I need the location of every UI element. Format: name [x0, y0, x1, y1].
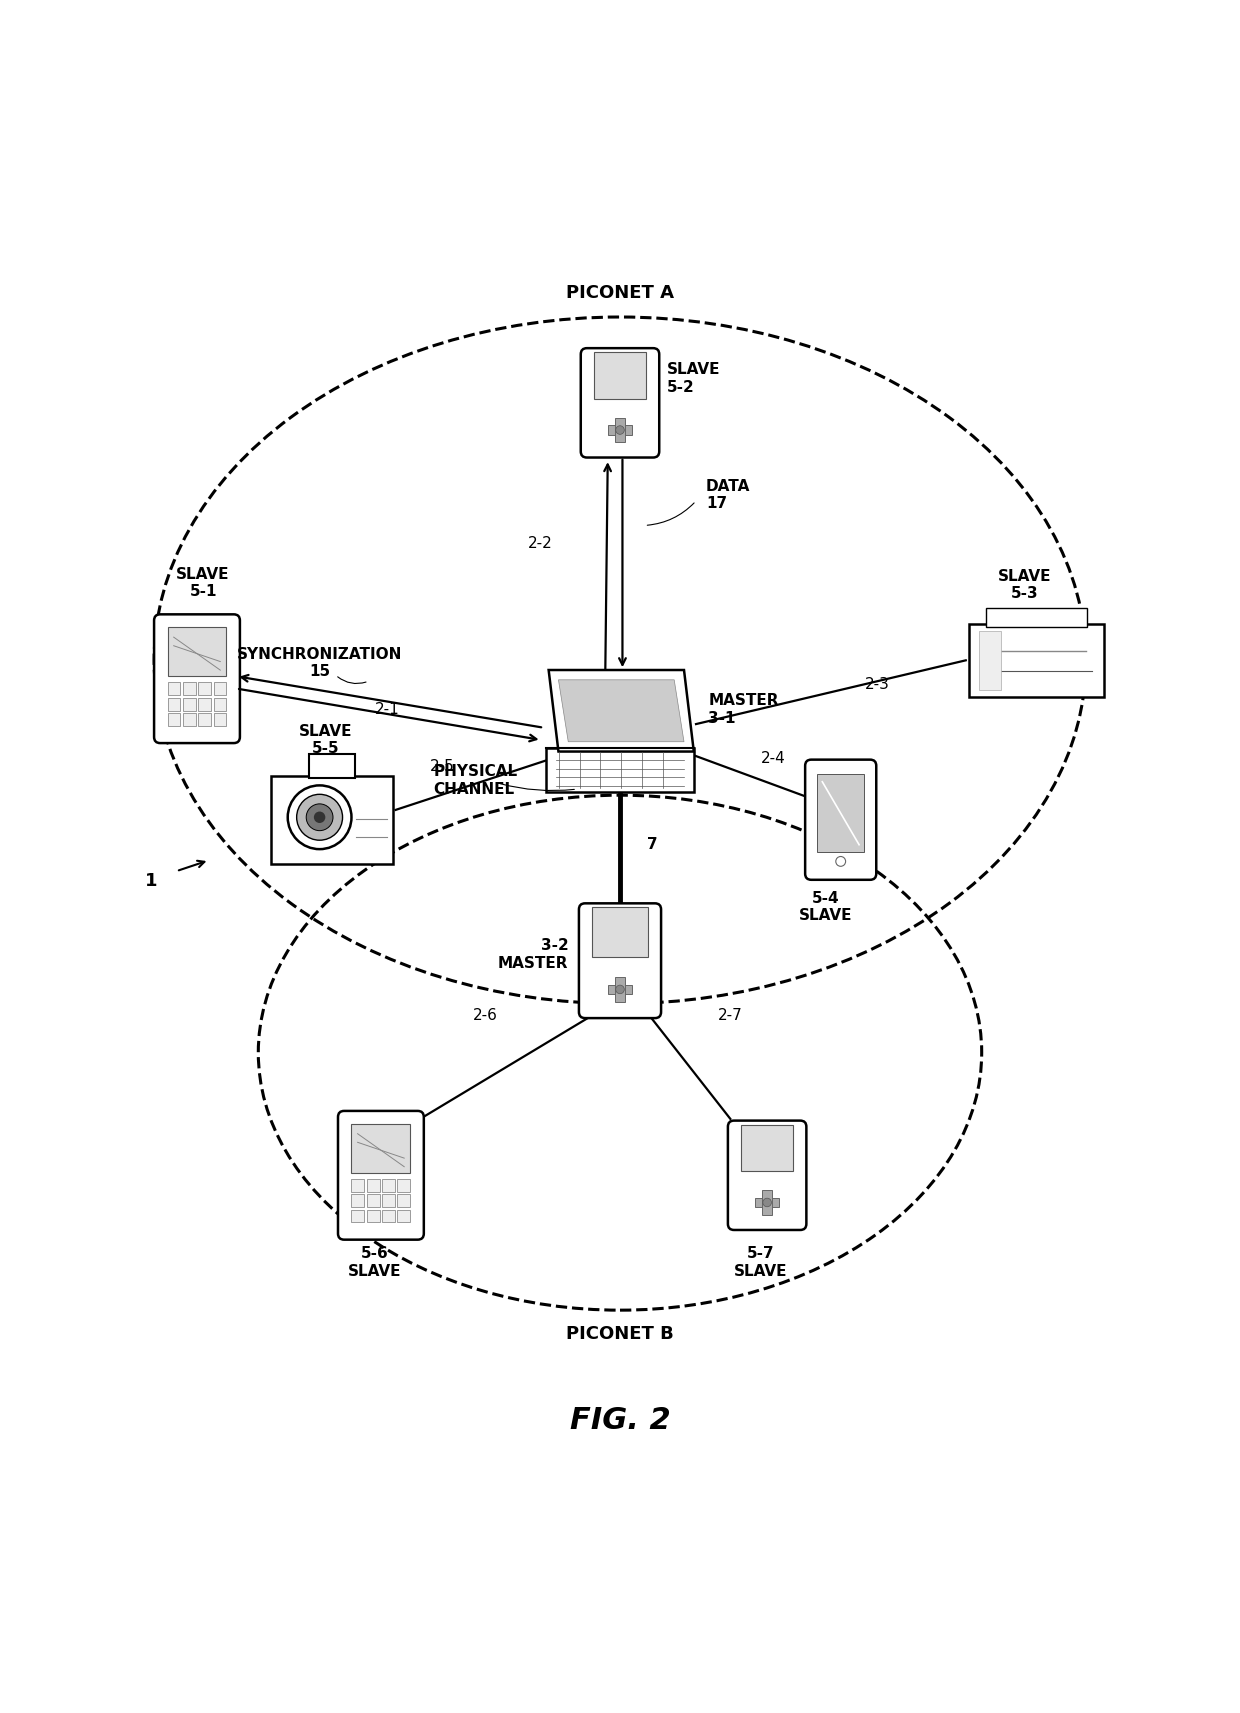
Polygon shape — [763, 1191, 773, 1215]
Text: 5-4
SLAVE: 5-4 SLAVE — [800, 891, 853, 923]
Bar — [980, 630, 1002, 690]
Circle shape — [314, 812, 325, 822]
Circle shape — [306, 803, 334, 831]
Bar — [367, 1194, 379, 1208]
Bar — [198, 713, 211, 726]
Bar — [309, 754, 355, 778]
Circle shape — [616, 427, 624, 435]
Text: SLAVE
5-5: SLAVE 5-5 — [299, 723, 352, 755]
Bar — [167, 682, 181, 695]
Bar — [398, 1194, 410, 1208]
Text: PICONET A: PICONET A — [565, 284, 675, 301]
Text: 2-3: 2-3 — [866, 677, 890, 692]
Polygon shape — [608, 425, 632, 435]
Text: 7: 7 — [647, 836, 657, 851]
Text: 2-1: 2-1 — [374, 702, 399, 716]
Bar — [593, 908, 647, 956]
Bar — [213, 713, 227, 726]
Text: SYNCHRONIZATION
15: SYNCHRONIZATION 15 — [237, 646, 402, 678]
Bar — [182, 682, 196, 695]
Bar — [351, 1124, 410, 1173]
Bar — [167, 627, 227, 677]
FancyBboxPatch shape — [805, 759, 877, 880]
Text: MASTER
3-1: MASTER 3-1 — [708, 694, 779, 726]
Bar — [167, 713, 181, 726]
Circle shape — [836, 856, 846, 867]
FancyBboxPatch shape — [580, 348, 660, 457]
Text: 1: 1 — [145, 872, 157, 891]
Bar — [182, 713, 196, 726]
Circle shape — [288, 785, 351, 850]
Bar — [213, 682, 227, 695]
Bar — [366, 1125, 396, 1134]
Polygon shape — [558, 680, 684, 742]
Text: DATA
17: DATA 17 — [706, 478, 750, 510]
Polygon shape — [615, 976, 625, 1002]
Bar — [182, 629, 212, 637]
Text: 5-7
SLAVE: 5-7 SLAVE — [734, 1247, 787, 1280]
Bar — [986, 608, 1087, 627]
FancyBboxPatch shape — [154, 615, 239, 743]
Text: PHYSICAL
CHANNEL: PHYSICAL CHANNEL — [434, 764, 518, 797]
Circle shape — [296, 795, 342, 839]
Bar — [198, 697, 211, 711]
Text: 2-5: 2-5 — [430, 759, 455, 774]
Polygon shape — [548, 670, 694, 752]
Circle shape — [616, 985, 624, 994]
FancyBboxPatch shape — [339, 1112, 424, 1240]
Text: 3-2
MASTER: 3-2 MASTER — [498, 939, 568, 971]
Text: 5-6
SLAVE: 5-6 SLAVE — [348, 1247, 402, 1280]
Bar — [382, 1194, 396, 1208]
Polygon shape — [608, 985, 632, 994]
Bar — [351, 1209, 365, 1223]
Bar — [594, 353, 646, 399]
Bar — [367, 1209, 379, 1223]
Text: 2-6: 2-6 — [472, 1009, 497, 1023]
FancyBboxPatch shape — [579, 903, 661, 1018]
Text: 2-7: 2-7 — [718, 1009, 743, 1023]
FancyBboxPatch shape — [547, 749, 693, 791]
Bar — [198, 682, 211, 695]
Polygon shape — [755, 1197, 780, 1208]
Text: SLAVE
5-3: SLAVE 5-3 — [998, 569, 1052, 601]
Circle shape — [763, 1197, 771, 1206]
Bar — [382, 1179, 396, 1192]
Bar — [182, 697, 196, 711]
Text: 2-4: 2-4 — [761, 750, 786, 766]
Bar — [167, 697, 181, 711]
FancyBboxPatch shape — [728, 1120, 806, 1230]
Bar — [351, 1179, 365, 1192]
Bar — [398, 1209, 410, 1223]
Text: 2-2: 2-2 — [528, 536, 553, 552]
Bar — [213, 697, 227, 711]
Polygon shape — [615, 418, 625, 442]
Bar — [742, 1125, 792, 1172]
Bar — [367, 1179, 379, 1192]
Text: PICONET B: PICONET B — [567, 1324, 673, 1343]
Bar — [270, 776, 393, 863]
Bar — [970, 624, 1105, 697]
Bar — [817, 774, 864, 851]
Text: FIG. 2: FIG. 2 — [569, 1406, 671, 1435]
Bar — [398, 1179, 410, 1192]
Text: SLAVE
5-2: SLAVE 5-2 — [667, 361, 720, 394]
Bar — [351, 1194, 365, 1208]
Text: SLAVE
5-1: SLAVE 5-1 — [176, 567, 229, 600]
Bar — [382, 1209, 396, 1223]
